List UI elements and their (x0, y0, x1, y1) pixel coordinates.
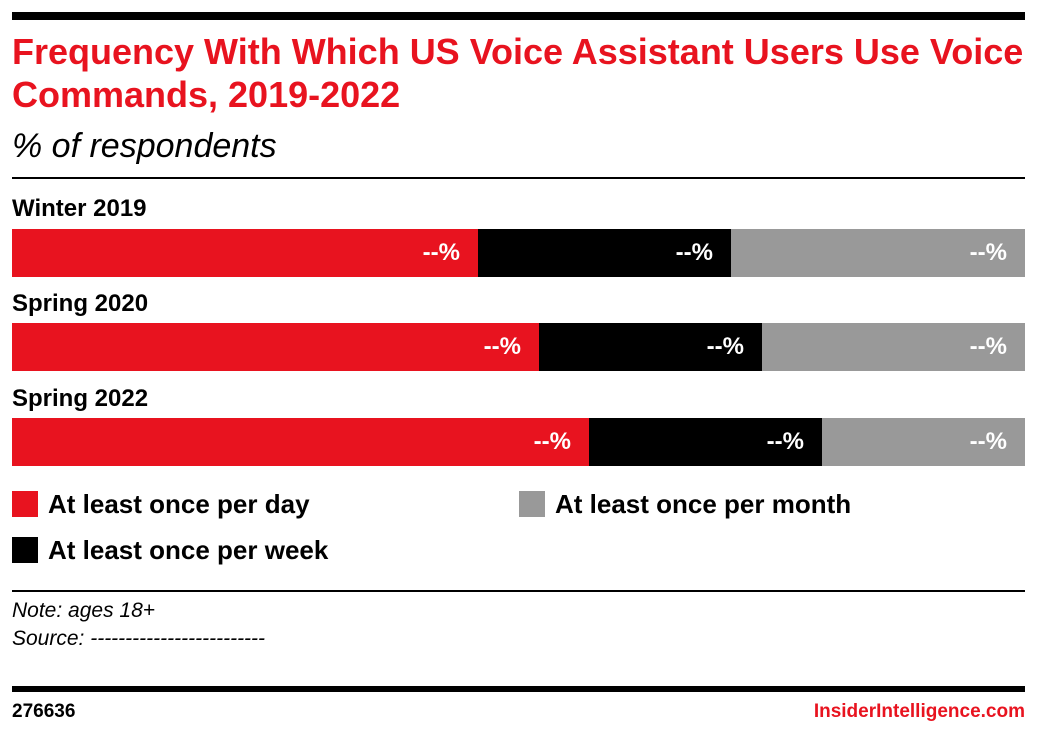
header-divider (12, 177, 1025, 179)
bar-value-label: --% (675, 239, 713, 266)
bar-segment: --% (539, 323, 762, 371)
brand-link[interactable]: InsiderIntelligence.com (813, 701, 1025, 722)
legend-item: At least once per month (519, 489, 851, 519)
bar-value-label: --% (533, 428, 571, 455)
bar-category-label: Spring 2020 (12, 290, 149, 317)
bar-segment: --% (762, 323, 1025, 371)
bar-segment: --% (12, 229, 478, 277)
bar-segment: --% (822, 418, 1025, 466)
footer-divider (12, 590, 1025, 592)
bar-value-label: --% (422, 239, 460, 266)
bar-segment: --% (12, 418, 589, 466)
chart-subtitle: % of respondents (12, 127, 277, 165)
bar-segment: --% (478, 229, 731, 277)
bar-value-label: --% (969, 333, 1007, 360)
legend-label: At least once per week (48, 535, 329, 565)
legend-label: At least once per month (555, 489, 852, 519)
stacked-bar: --% --% --% (12, 323, 1025, 371)
chart-id: 276636 (12, 701, 76, 722)
stacked-bar: --% --% --% (12, 418, 1025, 466)
bar-category-label: Winter 2019 (12, 195, 147, 222)
stacked-bar: --% --% --% (12, 229, 1025, 277)
legend-label: At least once per day (48, 489, 310, 519)
bar-value-label: --% (969, 428, 1007, 455)
chart-title: Frequency With Which US Voice Assistant … (12, 31, 1024, 115)
bar-segment: --% (731, 229, 1025, 277)
legend-swatch (519, 491, 545, 517)
legend-item: At least once per week (12, 535, 328, 565)
bar-value-label: --% (483, 333, 521, 360)
bar-category-label: Spring 2022 (12, 385, 149, 412)
bar-value-label: --% (969, 239, 1007, 266)
bar-value-label: --% (706, 333, 744, 360)
bottom-rule (12, 686, 1025, 692)
top-rule (12, 12, 1025, 20)
chart-source: Source: ------------------------- (12, 627, 266, 650)
bar-value-label: --% (766, 428, 804, 455)
legend-swatch (12, 491, 38, 517)
legend-item: At least once per day (12, 489, 310, 519)
legend-swatch (12, 537, 38, 563)
bar-segment: --% (589, 418, 822, 466)
chart-note: Note: ages 18+ (12, 599, 156, 622)
bar-segment: --% (12, 323, 539, 371)
